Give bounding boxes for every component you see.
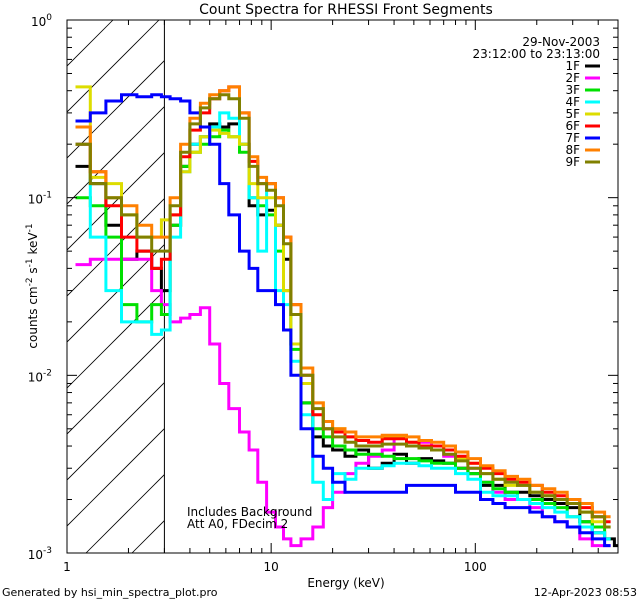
hatch-line xyxy=(67,20,114,67)
chart-title: Count Spectra for RHESSI Front Segments xyxy=(199,2,493,18)
series-2F xyxy=(75,257,611,548)
legend-label-8F: 8F xyxy=(565,143,580,157)
x-tick-label: 10 xyxy=(264,560,279,574)
legend-label-3F: 3F xyxy=(565,83,580,97)
time-range-label: 23:12:00 to 23:13:00 xyxy=(473,47,600,61)
series-7F xyxy=(75,93,611,548)
series-group xyxy=(75,85,618,548)
hatch-line xyxy=(67,428,165,527)
legend-label-5F: 5F xyxy=(565,107,580,121)
timestamp-label: 12-Apr-2023 08:53 xyxy=(534,586,637,599)
annotation-background: Includes Background xyxy=(187,505,312,519)
hatch-line xyxy=(67,152,165,251)
y-tick-label: 10-3 xyxy=(28,546,52,562)
legend-label-2F: 2F xyxy=(565,71,580,85)
hatch-line xyxy=(67,198,165,297)
series-9F xyxy=(75,93,611,529)
series-5F xyxy=(75,85,611,529)
y-axis: 100 10-1 10-2 10-3 xyxy=(28,13,618,562)
y-tick-label: 10-2 xyxy=(28,368,52,384)
hatch-line xyxy=(67,244,165,343)
legend-label-9F: 9F xyxy=(565,155,580,169)
series-3F xyxy=(75,128,611,541)
legend-label-6F: 6F xyxy=(565,119,580,133)
x-tick-label: 100 xyxy=(464,560,487,574)
legend-label-4F: 4F xyxy=(565,95,580,109)
y-axis-label: counts cm-2 s-1 keV-1 xyxy=(25,223,40,348)
series-4F xyxy=(75,111,611,541)
hatch-line xyxy=(67,60,165,159)
annotation-attenuator: Att A0, FDecim 2 xyxy=(187,517,288,531)
hatch-line xyxy=(67,106,165,205)
hatch-line xyxy=(67,382,165,481)
x-axis-label: Energy (keV) xyxy=(307,576,384,590)
x-tick-label: 1 xyxy=(63,560,71,574)
legend-label-1F: 1F xyxy=(565,59,580,73)
legend-label-7F: 7F xyxy=(565,131,580,145)
hatch-line xyxy=(67,20,160,113)
date-label: 29-Nov-2003 xyxy=(522,35,600,49)
y-tick-label: 10-1 xyxy=(28,191,52,207)
hatched-region xyxy=(67,20,165,553)
generated-by-label: Generated by hsi_min_spectra_plot.pro xyxy=(2,586,218,599)
x-axis: 1 10 100 xyxy=(63,20,619,574)
series-8F xyxy=(75,85,611,519)
plot-frame xyxy=(66,19,619,554)
y-tick-label: 100 xyxy=(31,13,52,29)
